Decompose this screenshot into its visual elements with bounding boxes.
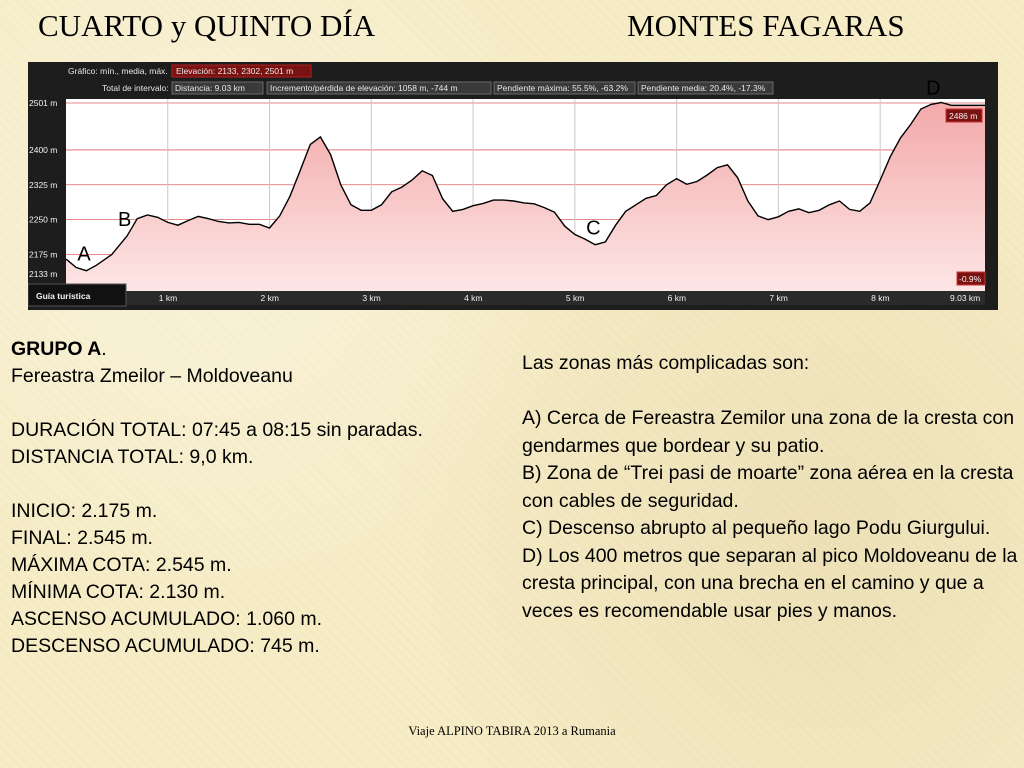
total-distance: DISTANCIA TOTAL: 9,0 km. — [11, 446, 254, 468]
elevation-line — [65, 101, 985, 272]
total-duration: DURACIÓN TOTAL: 07:45 a 08:15 sin parada… — [11, 419, 423, 441]
marker-a: A — [77, 244, 91, 266]
guide-tab-label: Guía turística — [36, 291, 91, 301]
hover-elevation-label: 2486 m — [949, 111, 977, 121]
route-summary: GRUPO A. Fereastra Zmeilor – Moldoveanu … — [11, 336, 491, 660]
zone-b: B) Zona de “Trei pasi de moarte” zona aé… — [522, 462, 1014, 512]
y-tick-label: 2400 m — [29, 145, 57, 155]
x-tick-label: 6 km — [668, 293, 686, 303]
gain-loss-box — [266, 81, 492, 95]
y-tick-label: 2175 m — [29, 249, 57, 259]
grade-label: -0.9% — [959, 274, 982, 284]
marker-b: B — [118, 209, 131, 231]
x-tick-label: 7 km — [769, 293, 787, 303]
route-name: Fereastra Zmeilor – Moldoveanu — [11, 365, 293, 387]
elevation-profile-chart: Gráfico: mín., media, máx. Elevación: 21… — [28, 62, 998, 310]
x-tick-label: 4 km — [464, 293, 482, 303]
marker-c: C — [586, 218, 600, 240]
y-tick-label: 2133 m — [29, 269, 57, 279]
zone-c: C) Descenso abrupto al pequeño lago Podu… — [522, 517, 991, 539]
slide-title-right: MONTES FAGARAS — [627, 8, 905, 43]
y-tick-label: 2325 m — [29, 180, 57, 190]
elevation-summary-value: Elevación: 2133, 2302, 2501 m — [176, 66, 293, 76]
slide-title-left: CUARTO y QUINTO DÍA — [38, 8, 376, 43]
group-title: GRUPO A — [11, 338, 102, 360]
zone-d: D) Los 400 metros que separan al pico Mo… — [522, 544, 1018, 622]
marker-d: D — [926, 77, 940, 99]
x-axis-bar — [66, 291, 985, 305]
zone-a: A) Cerca de Fereastra Zemilor una zona d… — [522, 407, 1015, 457]
x-tick-label: 5 km — [566, 293, 584, 303]
x-tick-label: 1 km — [159, 293, 177, 303]
slide-footer: Viaje ALPINO TABIRA 2013 a Rumania — [0, 724, 1024, 739]
x-tick-label: 9.03 km — [950, 293, 980, 303]
guide-tab[interactable] — [28, 283, 127, 307]
elevation-summary-box — [171, 64, 312, 78]
x-tick-label: 2 km — [261, 293, 279, 303]
hover-elevation-box — [945, 108, 983, 123]
footer-text: Viaje ALPINO TABIRA 2013 a Rumania — [408, 724, 616, 738]
start-elevation: INICIO: 2.175 m. — [11, 500, 158, 522]
min-elevation: MÍNIMA COTA: 2.130 m. — [11, 581, 226, 603]
x-tick-label: 8 km — [871, 293, 889, 303]
y-tick-label: 2250 m — [29, 215, 57, 225]
chart-header-label-2: Total de intervalo: — [102, 83, 169, 93]
difficult-zones: Las zonas más complicadas son: A) Cerca … — [522, 350, 1022, 625]
zones-intro: Las zonas más complicadas son: — [522, 352, 810, 374]
cumulative-descent: DESCENSO ACUMULADO: 745 m. — [11, 635, 320, 657]
avg-slope-value: Pendiente media: 20.4%, -17.3% — [641, 83, 766, 93]
distance-box — [171, 81, 264, 95]
group-title-suffix: . — [101, 338, 107, 360]
max-slope-value: Pendiente máxima: 55.5%, -63.2% — [497, 83, 628, 93]
end-elevation: FINAL: 2.545 m. — [11, 527, 153, 549]
chart-header-label-1: Gráfico: mín., media, máx. — [68, 66, 168, 76]
avg-slope-box — [637, 81, 774, 95]
elevation-area — [66, 102, 985, 291]
cumulative-ascent: ASCENSO ACUMULADO: 1.060 m. — [11, 608, 323, 630]
y-tick-label: 2501 m — [29, 98, 57, 108]
max-elevation: MÁXIMA COTA: 2.545 m. — [11, 554, 232, 576]
gain-loss-value: Incremento/pérdida de elevación: 1058 m,… — [270, 83, 458, 93]
grade-box — [956, 271, 986, 286]
distance-value: Distancia: 9.03 km — [175, 83, 245, 93]
max-slope-box — [493, 81, 636, 95]
x-tick-label: 3 km — [362, 293, 380, 303]
